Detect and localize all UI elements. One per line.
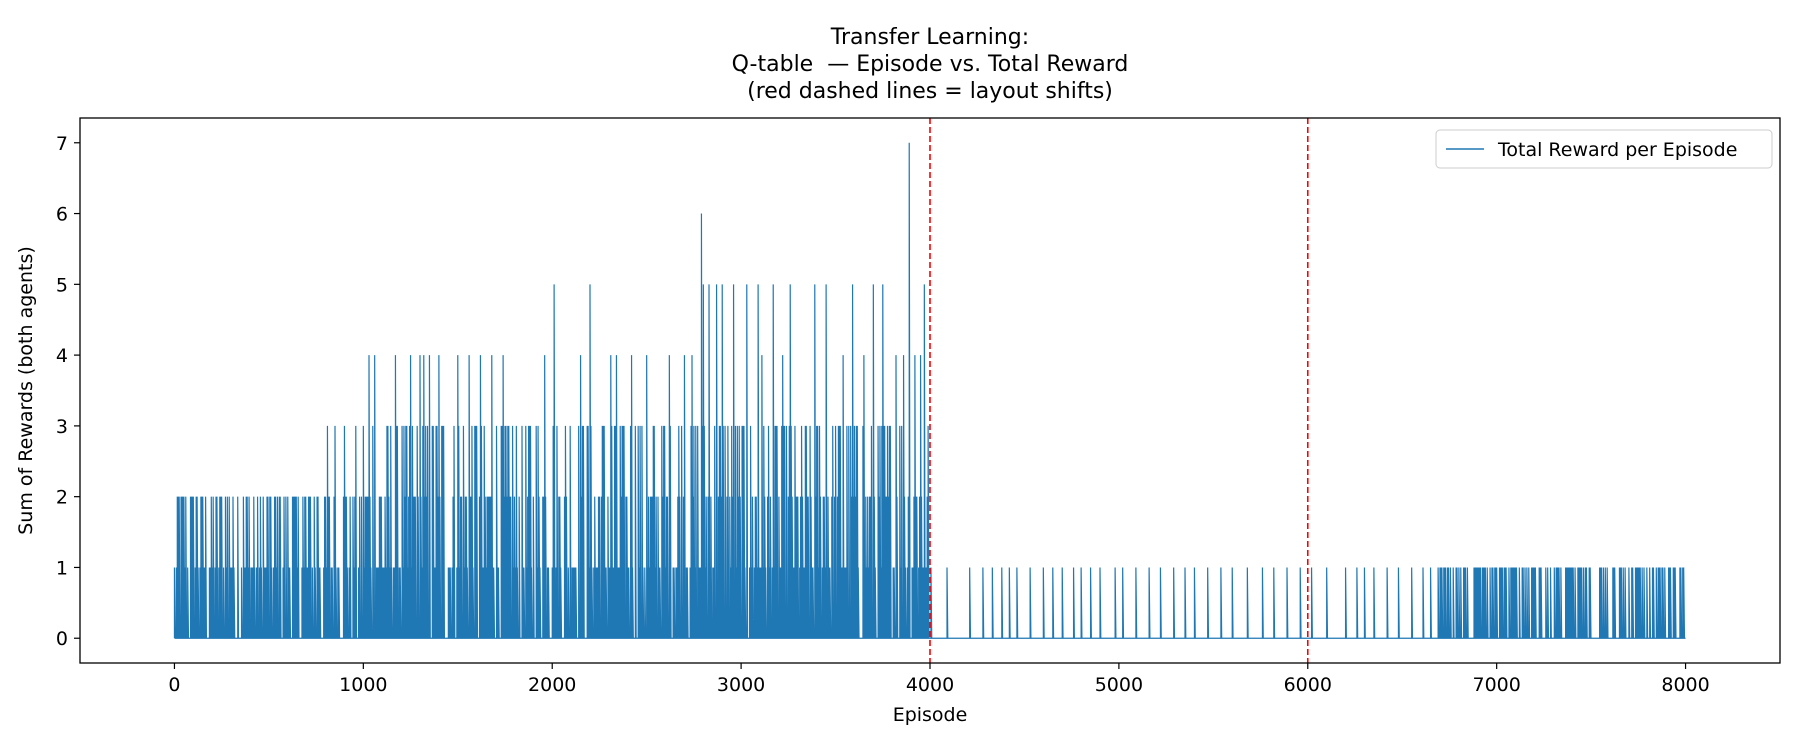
chart-title-line-3: (red dashed lines = layout shifts) [747,79,1113,104]
x-axis-label: Episode [893,704,968,726]
y-axis-label: Sum of Rewards (both agents) [15,246,37,535]
x-tick-label: 2000 [528,674,576,696]
y-tick-label: 0 [56,628,68,650]
y-tick-label: 7 [56,133,68,155]
series-line-total-reward [173,142,1686,639]
vline-layer [929,118,1309,663]
x-axis-ticks: 0 1000 2000 3000 4000 5000 6000 7000 8000 [168,663,1710,696]
y-tick-label: 6 [56,204,68,226]
x-tick-label: 4000 [906,674,954,696]
legend: Total Reward per Episode [1435,129,1773,169]
x-tick-label: 5000 [1095,674,1143,696]
legend-box [1435,129,1773,169]
y-tick-label: 4 [56,345,68,367]
x-tick-label: 0 [168,674,180,696]
y-tick-label: 2 [56,487,68,509]
chart-title: Transfer Learning: Q-table — Episode vs.… [80,24,1780,105]
y-tick-label: 5 [56,274,68,296]
legend-entry-total-reward: Total Reward per Episode [1497,139,1737,161]
y-axis-ticks: 0 1 2 3 4 5 6 7 [56,133,80,650]
chart-title-line-2: Q-table — Episode vs. Total Reward [731,52,1129,77]
y-tick-label: 1 [56,557,68,579]
x-tick-label: 7000 [1472,674,1520,696]
x-tick-label: 8000 [1661,674,1709,696]
chart-title-line-1: Transfer Learning: [830,25,1030,50]
x-tick-label: 6000 [1284,674,1332,696]
x-tick-label: 1000 [339,674,387,696]
x-tick-label: 3000 [717,674,765,696]
y-tick-label: 3 [56,416,68,438]
series-layer [173,142,1686,639]
